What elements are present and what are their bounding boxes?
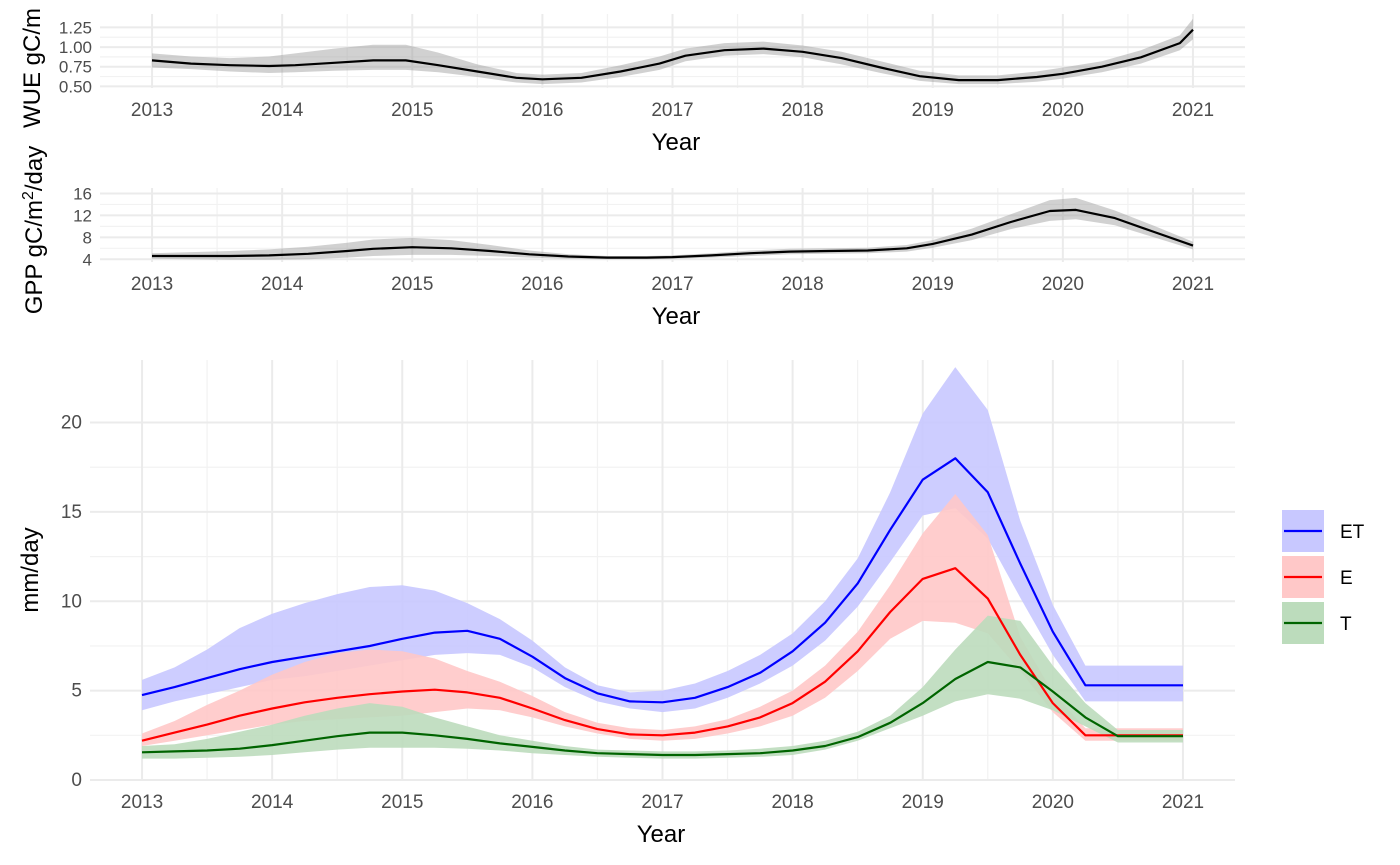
et-x-ticks: 2013 2014 2015 2016 2017 2018 2019 2020 2021 <box>121 792 1204 813</box>
e-confidence-band <box>142 494 1183 746</box>
t-series-line <box>141 660 1183 757</box>
gpp-lines <box>152 208 1194 259</box>
wue-grid <box>100 14 1245 88</box>
et-y-axis-title: mm/day <box>17 527 44 612</box>
wue-lines <box>151 28 1194 82</box>
e-series-line <box>141 567 1183 742</box>
x-tick-label: 2021 <box>1172 100 1214 121</box>
y-tick-label: 20 <box>61 413 82 434</box>
series-line <box>151 28 1194 82</box>
x-tick-label: 2020 <box>1032 792 1074 813</box>
gpp-grid <box>100 188 1245 262</box>
y-tick-label: 10 <box>61 591 82 612</box>
x-tick-label: 2018 <box>781 100 823 121</box>
wue-x-axis-title: Year <box>652 129 701 156</box>
x-tick-label: 2018 <box>771 792 813 813</box>
x-tick-label: 2014 <box>261 100 304 121</box>
gpp-y-axis-title: GPP gC/m2/day <box>20 146 48 315</box>
y-tick-label: 8 <box>83 228 92 247</box>
y-tick-label: 1.00 <box>59 38 92 57</box>
et-panel: 2013 2014 2015 2016 2017 2018 2019 2020 2021 051… <box>17 360 1235 848</box>
gpp-y-axis-title-sup: 2 <box>20 191 37 200</box>
x-tick-label: 2014 <box>251 792 294 813</box>
wue-bands <box>152 18 1193 85</box>
gpp-x-axis-title: Year <box>652 303 701 330</box>
x-tick-label: 2016 <box>521 100 563 121</box>
wue-x-ticks: 2013 2014 2015 2016 2017 2018 2019 2020 2021 <box>131 100 1214 121</box>
y-tick-label: 15 <box>61 502 82 523</box>
x-tick-label: 2019 <box>912 100 954 121</box>
legend-label: E <box>1340 568 1353 589</box>
et-x-axis-title: Year <box>637 821 686 848</box>
series-line <box>152 208 1194 259</box>
x-tick-label: 2016 <box>511 792 553 813</box>
y-tick-label: 0.75 <box>59 58 92 77</box>
y-tick-label: 0 <box>71 770 82 791</box>
et-series-line <box>141 457 1183 704</box>
x-tick-label: 2016 <box>521 274 563 295</box>
x-tick-label: 2019 <box>902 792 944 813</box>
legend-item-t: T <box>1282 602 1352 644</box>
legend-label: T <box>1340 614 1352 635</box>
x-tick-label: 2021 <box>1172 274 1214 295</box>
x-tick-label: 2014 <box>261 274 304 295</box>
y-tick-label: 5 <box>71 681 82 702</box>
x-tick-label: 2018 <box>781 274 823 295</box>
et-y-ticks: 0 5 10 15 20 <box>61 413 82 791</box>
et-lines <box>141 457 1183 757</box>
gpp-y-axis-title-tail: /day <box>21 146 48 191</box>
x-tick-label: 2019 <box>912 274 954 295</box>
et-bands <box>142 367 1183 759</box>
y-tick-label: 4 <box>83 250 92 269</box>
y-tick-label: 16 <box>73 184 92 203</box>
x-tick-label: 2020 <box>1042 100 1084 121</box>
x-tick-label: 2015 <box>391 100 433 121</box>
y-tick-label: 12 <box>73 206 92 225</box>
t-confidence-band <box>142 615 1183 759</box>
x-tick-label: 2013 <box>131 274 173 295</box>
x-tick-label: 2015 <box>381 792 423 813</box>
x-tick-label: 2017 <box>651 100 693 121</box>
wue-y-ticks: 0.500.751.001.25 <box>59 18 92 96</box>
gpp-panel: 2013 2014 2015 2016 2017 2018 2019 2020 2021 4 8 1… <box>20 146 1245 330</box>
gpp-x-ticks: 2013 2014 2015 2016 2017 2018 2019 2020 2021 <box>131 274 1214 295</box>
wue-panel: 2013 2014 2015 2016 2017 2018 2019 2020 2021 0.5… <box>19 8 1245 156</box>
wue-y-axis-title: WUE gC/m <box>19 8 46 128</box>
gpp-y-axis-title-main: GPP gC/m <box>21 200 48 314</box>
x-tick-label: 2021 <box>1162 792 1204 813</box>
y-tick-label: 0.50 <box>59 77 92 96</box>
x-tick-label: 2020 <box>1042 274 1084 295</box>
x-tick-label: 2013 <box>131 100 173 121</box>
gpp-y-ticks: 4 8 12 16 <box>73 184 92 269</box>
confidence-band <box>152 18 1193 85</box>
legend-item-e: E <box>1282 556 1353 598</box>
x-tick-label: 2013 <box>121 792 163 813</box>
et-confidence-band <box>142 367 1183 713</box>
legend-item-et: ET <box>1282 510 1365 552</box>
legend-label: ET <box>1340 522 1365 543</box>
x-tick-label: 2015 <box>391 274 433 295</box>
x-tick-label: 2017 <box>651 274 693 295</box>
y-tick-label: 1.25 <box>59 18 92 37</box>
x-tick-label: 2017 <box>641 792 683 813</box>
